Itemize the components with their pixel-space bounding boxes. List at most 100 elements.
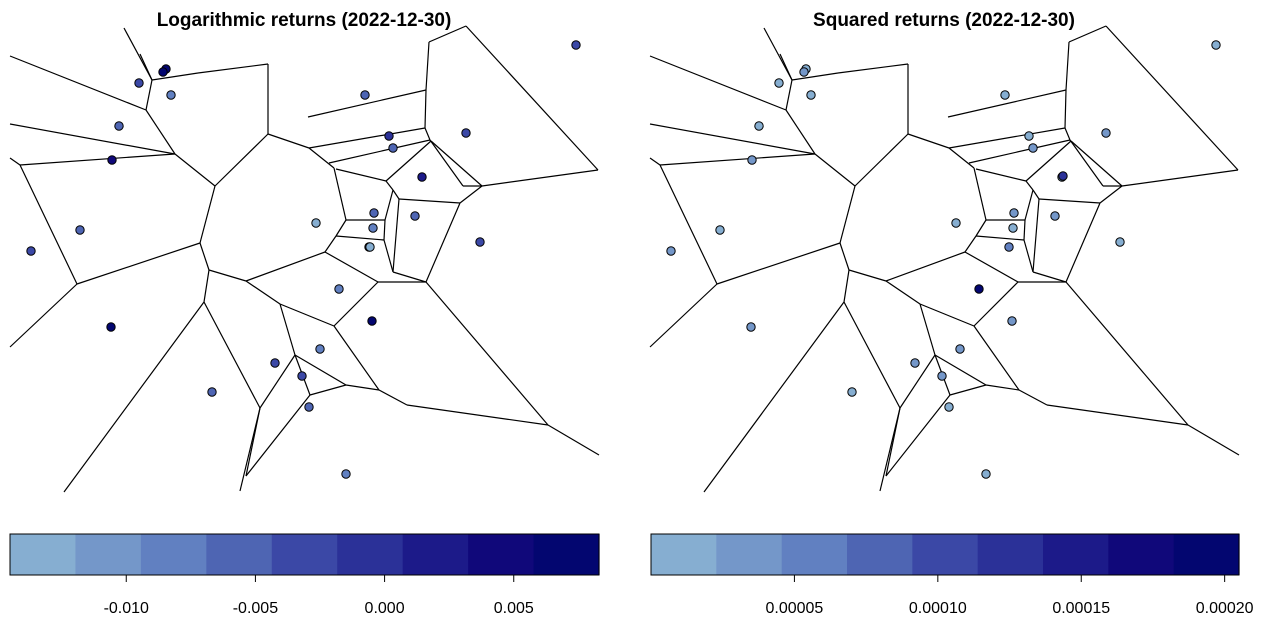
- data-point: [981, 469, 991, 479]
- voronoi-edge: [429, 139, 464, 187]
- voronoi-edge: [659, 153, 816, 166]
- voronoi-edge: [123, 27, 153, 81]
- voronoi-edge: [385, 140, 432, 182]
- colorbar-swatch: [977, 534, 1044, 575]
- colorbar-swatch: [1043, 534, 1109, 575]
- data-point: [1050, 211, 1060, 221]
- colorbar-tick-label: 0.00020: [1196, 600, 1254, 617]
- voronoi-edge: [425, 281, 549, 426]
- voronoi-edge: [174, 153, 216, 187]
- voronoi-edge: [968, 139, 1071, 164]
- data-point: [207, 387, 217, 397]
- data-point: [910, 358, 920, 368]
- voronoi-edge: [328, 139, 431, 164]
- data-point: [341, 469, 351, 479]
- colorbar-swatch: [468, 534, 535, 575]
- voronoi-edge: [76, 242, 201, 285]
- colorbar-swatch: [75, 534, 142, 575]
- data-point: [1115, 237, 1125, 247]
- voronoi-edge: [384, 189, 394, 221]
- data-point: [774, 78, 784, 88]
- right-panel-title: Squared returns (2022-12-30): [813, 10, 1075, 31]
- voronoi-edge: [885, 251, 966, 282]
- voronoi-edge: [919, 303, 975, 327]
- data-point: [951, 218, 961, 228]
- voronoi-edge: [848, 269, 887, 282]
- voronoi-edge: [975, 235, 1025, 241]
- voronoi-edge: [1068, 25, 1107, 43]
- voronoi-edge: [279, 303, 335, 327]
- voronoi-edge: [885, 407, 901, 477]
- voronoi-edge: [425, 202, 461, 283]
- voronoi-edge: [948, 127, 1066, 149]
- voronoi-edge: [1187, 424, 1240, 456]
- data-point: [475, 237, 485, 247]
- voronoi-edge: [949, 384, 987, 396]
- data-point: [715, 225, 725, 235]
- voronoi-edge: [919, 303, 936, 356]
- voronoi-edge: [649, 55, 787, 111]
- voronoi-edge: [199, 185, 216, 244]
- right-colorbar: 0.00005 0.00010 0.00015 0.00020: [650, 533, 1254, 617]
- voronoi-edge: [1038, 198, 1101, 204]
- voronoi-edge: [335, 235, 385, 241]
- colorbar-swatch: [1108, 534, 1175, 575]
- data-point: [1000, 90, 1010, 100]
- voronoi-edge: [1064, 127, 1071, 141]
- voronoi-edge: [1065, 202, 1101, 283]
- voronoi-edge: [335, 219, 347, 237]
- colorbar-swatch: [912, 534, 979, 575]
- voronoi-edge: [973, 167, 987, 221]
- data-point: [1058, 171, 1068, 181]
- voronoi-edge: [649, 123, 816, 155]
- voronoi-edge: [649, 157, 661, 166]
- data-point: [114, 121, 124, 131]
- voronoi-edge: [465, 25, 599, 171]
- voronoi-edge: [1099, 185, 1123, 204]
- voronoi-edge: [425, 41, 430, 91]
- data-point: [955, 344, 965, 354]
- voronoi-edge: [151, 72, 199, 81]
- data-point: [26, 246, 36, 256]
- voronoi-edge: [333, 281, 379, 327]
- voronoi-edge: [245, 251, 326, 282]
- data-point: [747, 155, 757, 165]
- data-point: [754, 121, 764, 131]
- data-point: [369, 208, 379, 218]
- voronoi-edge: [1025, 180, 1034, 191]
- voronoi-edge: [985, 384, 1020, 391]
- voronoi-edge: [975, 219, 987, 237]
- data-point: [1211, 40, 1221, 50]
- colorbar-swatch: [140, 534, 207, 575]
- voronoi-edge: [279, 303, 296, 356]
- data-point: [1007, 316, 1017, 326]
- colorbar-swatch: [847, 534, 913, 575]
- voronoi-edge: [1069, 139, 1104, 187]
- voronoi-edge: [975, 168, 1027, 182]
- voronoi-edge: [345, 384, 380, 391]
- data-point: [461, 128, 471, 138]
- voronoi-edge: [459, 185, 483, 204]
- voronoi-edge: [385, 180, 394, 191]
- data-point: [367, 316, 377, 326]
- voronoi-edge: [324, 235, 337, 253]
- data-point: [799, 67, 809, 77]
- voronoi-edge: [19, 153, 176, 166]
- data-point: [1028, 143, 1038, 153]
- data-point: [134, 78, 144, 88]
- voronoi-edge: [309, 384, 347, 396]
- right-voronoi-panel: [649, 25, 1240, 493]
- data-point: [304, 402, 314, 412]
- data-point: [315, 344, 325, 354]
- data-point: [106, 322, 116, 332]
- voronoi-edge: [785, 79, 793, 111]
- voronoi-edge: [1025, 140, 1072, 182]
- voronoi-edge: [948, 147, 975, 169]
- colorbar-swatch: [337, 534, 404, 575]
- voronoi-edge: [854, 133, 909, 187]
- data-point: [297, 371, 307, 381]
- voronoi-edge: [383, 239, 394, 273]
- voronoi-edge: [1032, 189, 1040, 200]
- voronoi-edge: [547, 424, 600, 456]
- voronoi-edge: [649, 283, 718, 348]
